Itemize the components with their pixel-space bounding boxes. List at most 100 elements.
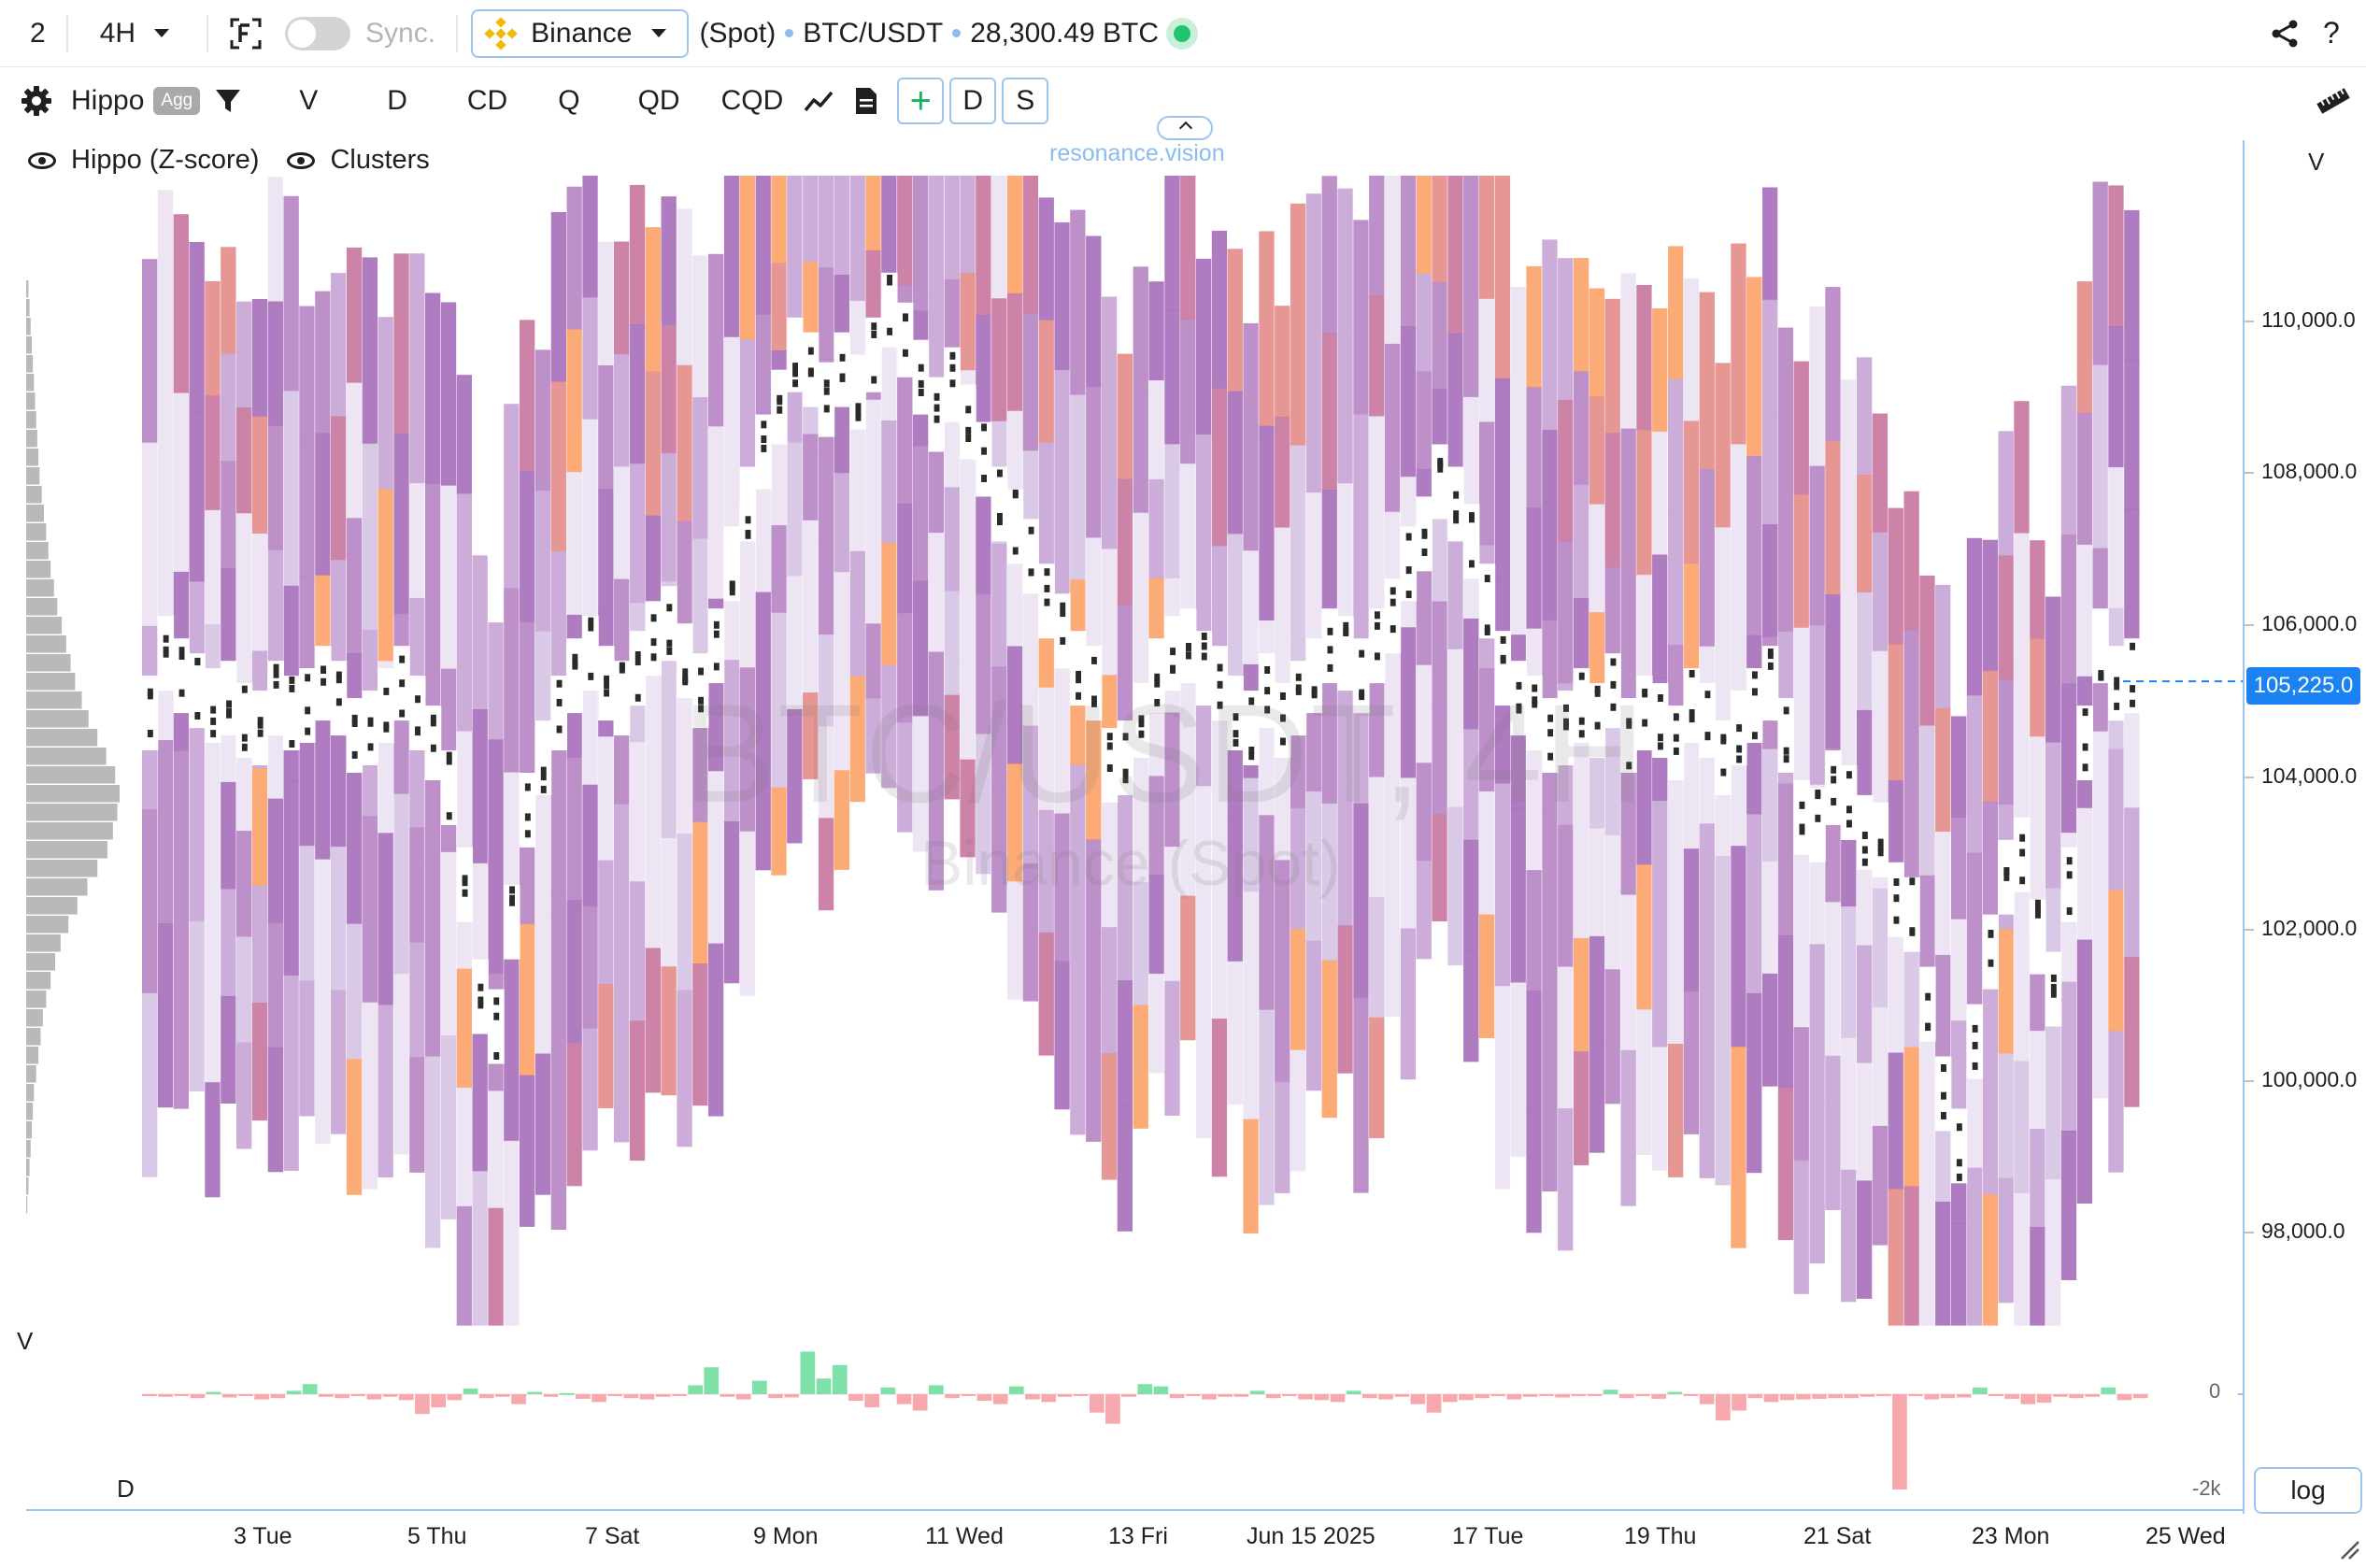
heatmap-cell xyxy=(912,176,929,312)
delta-bar-positive xyxy=(1346,1390,1361,1394)
delta-bar-negative xyxy=(848,1394,863,1401)
heatmap-cell xyxy=(315,433,331,577)
heatmap-cell xyxy=(598,241,614,366)
cluster-mark xyxy=(2082,743,2088,751)
d-button[interactable]: D xyxy=(949,78,997,124)
cluster-mark xyxy=(1264,687,1271,695)
heatmap-cell xyxy=(1305,193,1322,344)
cluster-mark xyxy=(2003,873,2010,881)
heatmap-cell xyxy=(1636,285,1652,431)
s-button[interactable]: S xyxy=(1002,78,1049,124)
heatmap-cell xyxy=(1683,848,1700,992)
heatmap-cell xyxy=(771,263,787,351)
heatmap-cell xyxy=(1038,687,1054,811)
heatmap-cell xyxy=(550,381,566,552)
mode-cd-button[interactable]: CD xyxy=(467,75,507,127)
share-button[interactable] xyxy=(2269,0,2301,67)
indicator-select[interactable]: Hippo Agg xyxy=(71,75,201,127)
heatmap-cell xyxy=(739,176,755,340)
heatmap-cell xyxy=(2108,1031,2124,1173)
cluster-mark xyxy=(1642,719,1648,727)
cluster-mark xyxy=(2035,910,2041,919)
heatmap-cell xyxy=(849,425,865,552)
price-lane xyxy=(1668,706,1685,780)
heatmap-cell xyxy=(440,1035,457,1219)
heatmap-cell xyxy=(1195,435,1212,611)
heatmap-cell xyxy=(1620,273,1636,430)
cluster-mark xyxy=(823,379,830,388)
eye-icon[interactable] xyxy=(287,151,316,169)
price-lane xyxy=(1966,1004,1984,1079)
interval-select[interactable]: 4H xyxy=(100,0,170,67)
help-button[interactable]: ? xyxy=(2323,0,2340,67)
agg-badge[interactable]: Agg xyxy=(153,87,201,115)
cluster-mark xyxy=(399,679,406,688)
cluster-mark xyxy=(2035,904,2041,912)
mode-qd-button[interactable]: QD xyxy=(638,75,680,127)
help-icon: ? xyxy=(2323,16,2340,50)
heatmap-cell xyxy=(283,780,299,976)
delta-bar-positive xyxy=(1137,1384,1153,1394)
layout-count-button[interactable]: 2 xyxy=(30,0,46,67)
toggle-switch[interactable] xyxy=(285,16,351,50)
heatmap-cell xyxy=(1369,777,1385,898)
heatmap-cell xyxy=(677,990,692,1147)
cluster-mark xyxy=(383,687,390,695)
heatmap-cell xyxy=(645,659,661,805)
layer-hippo-toggle[interactable]: Hippo (Z-score) xyxy=(28,145,259,176)
sync-toggle[interactable]: Sync. xyxy=(285,0,435,67)
cluster-mark xyxy=(572,662,578,670)
cluster-mark xyxy=(1578,672,1585,680)
heatmap-cell xyxy=(598,365,614,490)
ruler-button[interactable] xyxy=(2316,75,2351,127)
heatmap-cell xyxy=(456,612,472,733)
heatmap-cell xyxy=(1117,353,1133,480)
cluster-mark xyxy=(604,689,609,697)
price-lane xyxy=(582,616,599,691)
cluster-mark xyxy=(981,447,987,455)
heatmap-cell xyxy=(1510,461,1526,635)
chevron-down-icon xyxy=(154,29,170,37)
settings-button[interactable] xyxy=(21,75,52,127)
log-scale-button[interactable]: log xyxy=(2254,1467,2362,1514)
filter-button[interactable] xyxy=(215,75,241,127)
mode-v-button[interactable]: V xyxy=(299,75,318,127)
volume-profile-bar xyxy=(26,1084,35,1102)
delta-bar-negative xyxy=(221,1394,237,1398)
delta-bar-negative xyxy=(1378,1394,1393,1400)
heatmap-cell xyxy=(614,1029,630,1143)
heatmap-cell xyxy=(346,247,363,384)
mode-label: V xyxy=(299,85,319,116)
heatmap-cell xyxy=(818,450,834,544)
heatmap-cell xyxy=(1715,1019,1731,1186)
cluster-mark xyxy=(210,730,217,738)
heatmap-cell xyxy=(1275,416,1290,529)
heatmap-cell xyxy=(661,709,677,839)
collapse-toolbar-button[interactable] xyxy=(1157,116,1213,140)
eye-icon[interactable] xyxy=(28,151,56,169)
divider xyxy=(65,14,68,52)
notes-button[interactable] xyxy=(854,75,878,127)
heatmap-cell xyxy=(157,373,174,558)
heatmap-cell xyxy=(472,709,488,864)
mode-q-button[interactable]: Q xyxy=(558,75,579,127)
heatmap-cell xyxy=(1998,929,2014,1054)
cluster-mark xyxy=(1106,742,1113,750)
cluster-mark xyxy=(273,670,279,678)
delta-bar-negative xyxy=(1779,1394,1795,1401)
cluster-mark xyxy=(524,783,531,791)
resize-handle-icon[interactable] xyxy=(2338,1538,2360,1561)
heatmap-cell xyxy=(1777,783,1794,936)
heatmap-cell xyxy=(1133,390,1148,514)
focus-mode-button[interactable] xyxy=(229,0,263,67)
add-button[interactable]: + xyxy=(897,78,945,124)
delta-bar-positive xyxy=(1973,1387,1988,1394)
mode-d-button[interactable]: D xyxy=(387,75,407,127)
mode-cqd-button[interactable]: CQD xyxy=(721,75,784,127)
line-chart-button[interactable] xyxy=(804,75,834,127)
layer-clusters-toggle[interactable]: Clusters xyxy=(287,145,430,176)
heatmap-cell xyxy=(1731,243,1746,445)
heatmap-cell xyxy=(267,425,283,551)
exchange-select[interactable]: Binance xyxy=(471,8,689,58)
